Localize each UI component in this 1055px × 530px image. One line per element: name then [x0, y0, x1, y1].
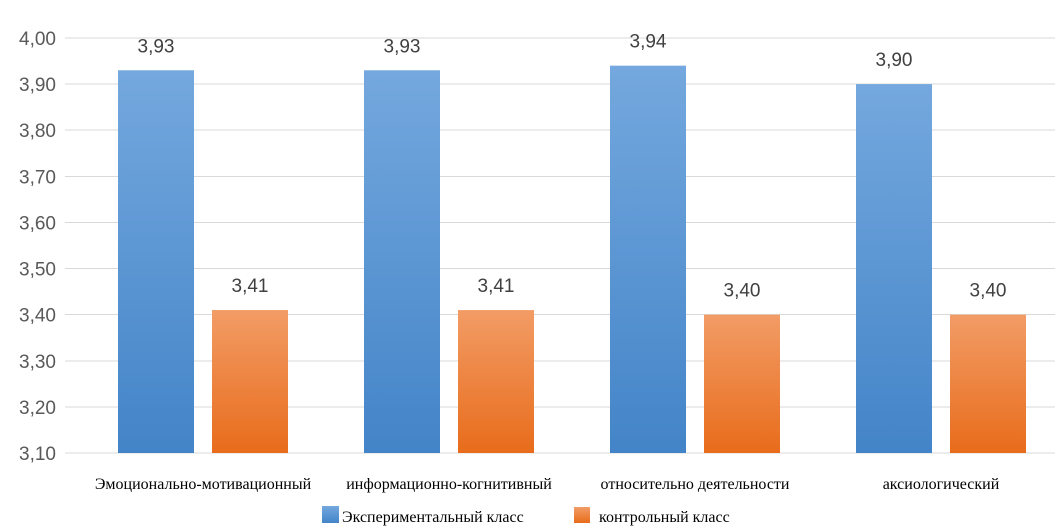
data-label: 3,93 [138, 36, 175, 57]
bar-experimental [856, 84, 932, 453]
bar-control [212, 310, 288, 453]
data-label: 3,93 [384, 36, 421, 57]
data-label: 3,41 [478, 276, 515, 297]
bar-experimental [610, 65, 686, 454]
y-tick-label: 3,40 [19, 306, 56, 327]
legend-swatch-experimental [322, 506, 339, 523]
bars [118, 65, 1026, 454]
y-tick-label: 3,10 [19, 444, 56, 465]
bar-control [950, 314, 1026, 453]
legend-label-experimental: Экспериментальный класс [342, 509, 524, 526]
x-tick-label: Эмоционально-мотивационный [95, 476, 312, 493]
data-label: 3,94 [630, 32, 667, 53]
data-label: 3,41 [232, 276, 269, 297]
x-axis: Эмоционально-мотивационный информационно-… [95, 476, 1000, 493]
bar-experimental [118, 70, 194, 454]
bar-control [458, 310, 534, 453]
legend: Экспериментальный класс контрольный клас… [322, 506, 730, 526]
x-tick-label: информационно-когнитивный [346, 476, 552, 493]
y-tick-label: 3,90 [19, 75, 56, 96]
y-tick-label: 3,70 [19, 167, 56, 188]
data-labels: 3,93 3,41 3,93 3,41 3,94 3,40 3,90 3,40 [138, 32, 1007, 302]
y-axis: 4,00 3,90 3,80 3,70 3,60 3,50 3,40 3,30 3,20 3,10 [19, 29, 56, 465]
legend-swatch-control [574, 507, 590, 523]
y-tick-label: 3,30 [19, 352, 56, 373]
y-tick-label: 3,80 [19, 121, 56, 142]
y-tick-label: 3,60 [19, 213, 56, 234]
y-tick-label: 3,20 [19, 398, 56, 419]
legend-label-control: контрольный класс [599, 509, 730, 526]
y-tick-label: 4,00 [19, 29, 56, 50]
data-label: 3,40 [970, 281, 1007, 302]
x-tick-label: относительно деятельности [601, 476, 790, 493]
x-tick-label: аксиологический [883, 476, 1000, 493]
data-label: 3,90 [876, 50, 913, 71]
data-label: 3,40 [724, 281, 761, 302]
bar-experimental [364, 70, 440, 454]
y-tick-label: 3,50 [19, 260, 56, 281]
bar-control [704, 314, 780, 453]
